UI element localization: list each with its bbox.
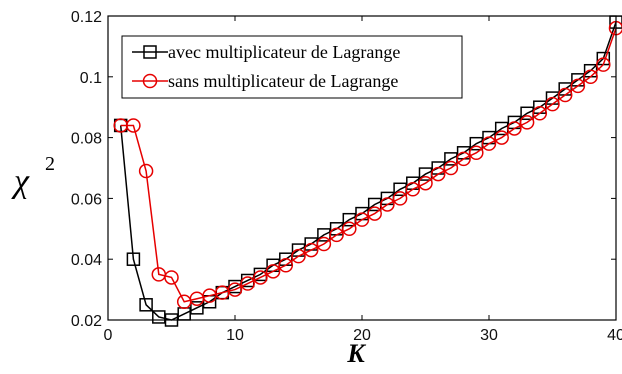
data-point-circle (303, 242, 319, 258)
legend-label-1: avec multiplicateur de Lagrange (168, 42, 400, 62)
data-point-circle (367, 206, 382, 221)
data-point-circle (265, 264, 281, 279)
data-point-circle (532, 106, 548, 121)
data-point-circle (126, 118, 141, 133)
data-point-circle (418, 175, 433, 191)
y-tick-label: 0.04 (71, 252, 102, 269)
data-point-circle (494, 130, 509, 145)
legend-marker-1 (143, 45, 157, 59)
legend-marker-2 (142, 73, 158, 89)
data-point-circle (253, 270, 268, 285)
x-tick-label: 0 (104, 327, 113, 344)
data-point-circle (380, 197, 395, 212)
x-tick-label: 20 (353, 327, 371, 344)
y-tick-label: 0.02 (71, 313, 102, 330)
data-point-circle (596, 57, 611, 72)
x-tick-label: 10 (226, 327, 244, 344)
data-point-circle (138, 163, 154, 179)
data-point-circle (557, 87, 573, 103)
data-point-circle (545, 96, 560, 112)
series-2 (113, 20, 622, 310)
data-point-circle (456, 151, 471, 167)
legend: avec multiplicateur de Lagrange sans mul… (121, 35, 463, 99)
data-point-circle (316, 236, 332, 252)
data-point-circle (227, 282, 243, 297)
x-tick-label: 30 (480, 327, 498, 344)
data-point-circle (519, 115, 535, 130)
data-point-circle (164, 270, 179, 285)
data-point-circle (469, 145, 484, 161)
ticks-layer: 0 10 20 30 40 0.02 0.04 0.06 0.08 0.1 0.12 (71, 9, 622, 344)
data-point-square (139, 298, 153, 312)
y-axis-label-group: χ 2 (11, 153, 55, 200)
x-tick-label: 40 (607, 327, 622, 344)
data-point-square (126, 252, 141, 266)
legend-label-2: sans multiplicateur de Lagrange (168, 71, 398, 91)
data-point-circle (443, 160, 459, 176)
legend-box (121, 35, 463, 99)
y-tick-label: 0.06 (71, 191, 102, 208)
y-tick-label: 0.08 (71, 131, 102, 148)
y-axis-label-superscript: 2 (45, 153, 55, 175)
data-point-circle (342, 221, 357, 237)
data-point-circle (329, 227, 344, 243)
x-axis-label: K (346, 339, 366, 368)
y-axis-label: χ (11, 163, 30, 200)
data-point-circle (507, 121, 522, 136)
data-point-circle (583, 69, 598, 85)
data-point-circle (354, 212, 370, 227)
data-point-circle (291, 248, 306, 264)
data-point-circle (481, 136, 497, 151)
series-layer (113, 15, 622, 327)
data-point-circle (405, 182, 421, 197)
data-point-circle (278, 258, 294, 273)
y-tick-label: 0.12 (71, 9, 102, 26)
data-point-circle (430, 166, 446, 182)
data-point-circle (392, 191, 408, 206)
data-point-circle (570, 78, 586, 94)
data-point-circle (240, 276, 255, 291)
y-tick-label: 0.1 (80, 70, 102, 87)
